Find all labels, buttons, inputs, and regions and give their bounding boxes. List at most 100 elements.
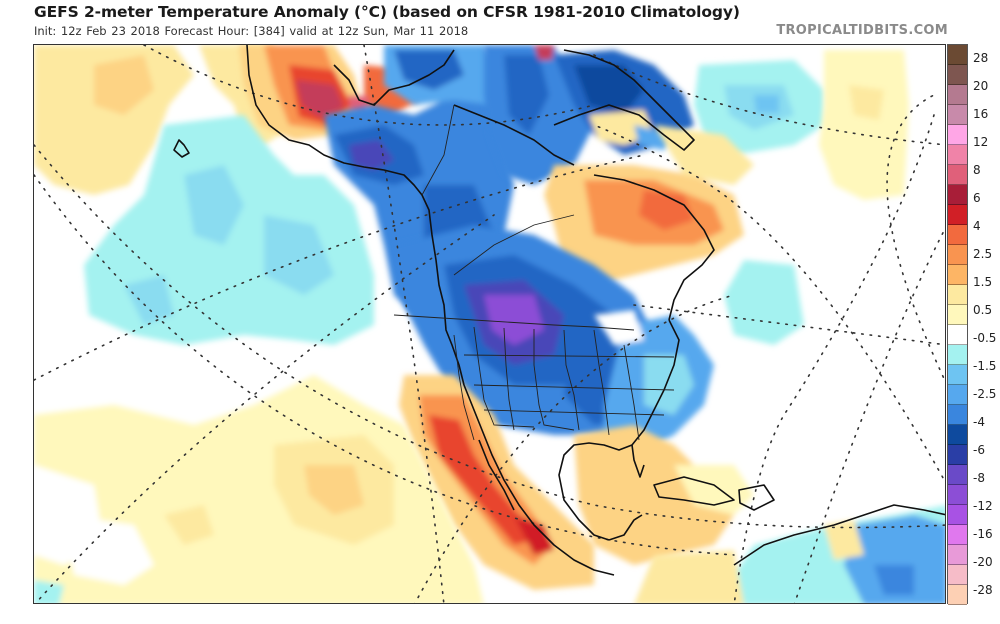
colorbar-cell <box>948 325 967 345</box>
coastline-pacific-nw <box>246 45 465 386</box>
border-state <box>593 329 610 436</box>
border-state <box>483 409 665 416</box>
border-state <box>473 326 535 428</box>
coastline-cuba <box>653 476 735 506</box>
graticule-line <box>34 144 945 529</box>
colorbar-tick-label: 20 <box>973 79 989 93</box>
graticule-line <box>34 154 645 381</box>
colorbar-tick-label: 28 <box>973 51 989 65</box>
map-canvas <box>34 45 945 603</box>
graticule-line <box>733 114 935 603</box>
border-state <box>453 334 475 441</box>
temperature-anomaly-map <box>33 44 946 604</box>
map-subtitle: Init: 12z Feb 23 2018 Forecast Hour: [38… <box>34 24 469 38</box>
colorbar-cell <box>948 65 967 85</box>
colorbar-tick-label: -12 <box>973 499 993 513</box>
colorbar-tick-label: 0.5 <box>973 303 993 317</box>
colorbar-tick-label: -4 <box>973 415 985 429</box>
colorbar-cell <box>948 345 967 365</box>
colorbar-cell <box>948 545 967 565</box>
colorbar-tick-label: 8 <box>973 163 981 177</box>
coastlines <box>173 45 945 576</box>
coastline-baja <box>478 439 515 511</box>
colorbar-tick-label: -1.5 <box>973 359 997 373</box>
colorbar-tick-label: -2.5 <box>973 387 997 401</box>
coastline-hawaii <box>173 139 190 158</box>
border-alaska-canada <box>421 104 455 196</box>
colorbar-tick-label: 16 <box>973 107 989 121</box>
anomaly-field-cool-north-atlantic <box>694 60 824 345</box>
colorbar-cell <box>948 425 967 445</box>
coastline-hispaniola <box>738 484 775 511</box>
graticule-line <box>793 227 945 603</box>
colorbar-cell <box>948 185 967 205</box>
colorbar-cell <box>948 205 967 225</box>
colorbar-cell <box>948 565 967 585</box>
coastline-florida <box>631 444 645 478</box>
colorbar-tick-label: -8 <box>973 471 985 485</box>
colorbar-cell <box>948 85 967 105</box>
colorbar-tick-label: 12 <box>973 135 989 149</box>
anomaly-field-warm-ne-atlantic <box>819 50 909 200</box>
coastline-yucatan <box>608 514 643 541</box>
colorbar-cell <box>948 245 967 265</box>
coastline-pacific-mexico <box>463 384 615 576</box>
border-province <box>453 214 575 276</box>
brand-watermark: TROPICALTIDBITS.COM <box>776 23 948 38</box>
border-state <box>463 354 675 358</box>
coastline-arctic <box>453 104 575 166</box>
colorbar-cell <box>948 485 967 505</box>
colorbar-cell <box>948 305 967 325</box>
colorbar-cell <box>948 265 967 285</box>
border-us-canada <box>393 314 635 331</box>
anomaly-field-cool-eastern-us <box>594 310 714 455</box>
colorbar-cell <box>948 365 967 385</box>
anomaly-field-cool-north-pacific <box>84 115 374 345</box>
colorbar-cell <box>948 105 967 125</box>
border-state <box>533 329 575 431</box>
colorbar-cell <box>948 385 967 405</box>
colorbar-tick-label: 6 <box>973 191 981 205</box>
colorbar-tick-label: -6 <box>973 443 985 457</box>
colorbar-cell <box>948 165 967 185</box>
colorbar-tick-label: -20 <box>973 555 993 569</box>
colorbar-tick-label: 4 <box>973 219 981 233</box>
colorbar-tick-label: 1.5 <box>973 275 993 289</box>
colorbar-cell <box>948 145 967 165</box>
graticule-line <box>143 45 595 126</box>
anomaly-field-warm-gulf <box>574 425 754 565</box>
colorbar-tick-label: -0.5 <box>973 331 997 345</box>
anomaly-field-warm-quebec <box>544 125 754 285</box>
colorbar-cell <box>948 465 967 485</box>
anomaly-field-cool-caribbean-sa <box>634 505 945 603</box>
colorbar-tick-label: -16 <box>973 527 993 541</box>
colorbar-tick-label: -28 <box>973 583 993 597</box>
coastline-greenland <box>553 49 695 151</box>
border-state <box>623 344 640 441</box>
colorbar-cell <box>948 225 967 245</box>
colorbar-cell <box>948 405 967 425</box>
coastline-atlantic-gulf <box>558 319 680 541</box>
graticule-line <box>34 214 495 603</box>
colorbar-tick-label: 2.5 <box>973 247 993 261</box>
colorbar-cell <box>948 45 967 65</box>
coastline-bering <box>333 49 455 106</box>
graticule-line <box>886 94 945 383</box>
border-state <box>503 327 515 431</box>
anomaly-field-warm-nw-pacific <box>34 45 294 195</box>
graticule-line <box>414 294 735 603</box>
colorbar-cell <box>948 505 967 525</box>
colorbar-cell <box>948 445 967 465</box>
colorbar-cell <box>948 125 967 145</box>
anomaly-field-warm-subtropical-pacific <box>34 375 484 603</box>
colorbar-cell <box>948 285 967 305</box>
political-borders <box>393 104 675 441</box>
border-state <box>473 384 675 391</box>
colorbar-cell <box>948 525 967 545</box>
map-title: GEFS 2-meter Temperature Anomaly (°C) (b… <box>34 3 740 21</box>
colorbar-cell <box>948 585 967 605</box>
coastline-south-america <box>733 504 945 566</box>
graticule-line <box>593 54 945 146</box>
colorbar <box>947 44 968 605</box>
coastline-labrador <box>593 174 715 321</box>
